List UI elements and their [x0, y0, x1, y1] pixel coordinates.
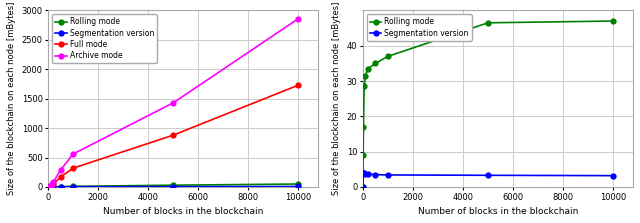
Line: Segmentation version: Segmentation version [45, 184, 301, 189]
Full mode [170, 134, 177, 136]
Segmentation version [170, 185, 177, 188]
Rolling mode [359, 186, 367, 188]
Rolling mode [170, 184, 177, 186]
Rolling mode [57, 185, 65, 188]
Full mode [69, 167, 77, 169]
Line: Full mode: Full mode [45, 83, 301, 189]
Y-axis label: Size of the blockchain on each node [mBytes]: Size of the blockchain on each node [mBy… [7, 2, 16, 195]
Line: Rolling mode: Rolling mode [360, 19, 616, 189]
Segmentation version [362, 172, 369, 175]
Rolling mode [364, 67, 372, 70]
Full mode [47, 184, 54, 187]
Rolling mode [384, 55, 392, 58]
Archive mode [69, 153, 77, 155]
X-axis label: Number of blocks in the blockchain: Number of blocks in the blockchain [418, 207, 578, 216]
Segmentation version [44, 186, 52, 188]
Rolling mode [49, 186, 57, 188]
Rolling mode [360, 85, 368, 88]
Segmentation version [364, 173, 372, 176]
Segmentation version [359, 171, 367, 174]
Legend: Rolling mode, Segmentation version: Rolling mode, Segmentation version [367, 14, 472, 41]
Segmentation version [294, 185, 302, 188]
Segmentation version [360, 172, 368, 175]
Rolling mode [294, 183, 302, 185]
Full mode [44, 186, 52, 188]
Line: Segmentation version: Segmentation version [360, 170, 616, 189]
Segmentation version [49, 186, 57, 188]
Rolling mode [359, 154, 367, 157]
Rolling mode [609, 20, 617, 22]
Segmentation version [384, 173, 392, 176]
Segmentation version [47, 186, 54, 188]
Segmentation version [372, 173, 380, 176]
Archive mode [47, 183, 54, 186]
Rolling mode [360, 126, 367, 128]
Legend: Rolling mode, Segmentation version, Full mode, Archive mode: Rolling mode, Segmentation version, Full… [52, 14, 157, 63]
Line: Archive mode: Archive mode [45, 16, 301, 189]
Rolling mode [44, 186, 52, 188]
Archive mode [57, 169, 65, 171]
Segmentation version [69, 186, 77, 188]
Full mode [294, 84, 302, 87]
Rolling mode [47, 186, 54, 188]
Rolling mode [484, 21, 492, 24]
Y-axis label: Size of the blockchain on each node [mBytes]: Size of the blockchain on each node [mBy… [332, 2, 341, 195]
X-axis label: Number of blocks in the blockchain: Number of blocks in the blockchain [103, 207, 264, 216]
Archive mode [44, 186, 52, 188]
Archive mode [294, 17, 302, 20]
Segmentation version [57, 186, 65, 188]
Archive mode [170, 101, 177, 104]
Rolling mode [362, 74, 369, 77]
Full mode [49, 183, 57, 185]
Segmentation version [484, 174, 492, 177]
Segmentation version [359, 186, 367, 188]
Rolling mode [372, 62, 380, 65]
Segmentation version [609, 174, 617, 177]
Full mode [57, 176, 65, 178]
Line: Rolling mode: Rolling mode [45, 182, 301, 189]
Archive mode [49, 181, 57, 184]
Segmentation version [360, 171, 367, 174]
Rolling mode [69, 185, 77, 188]
